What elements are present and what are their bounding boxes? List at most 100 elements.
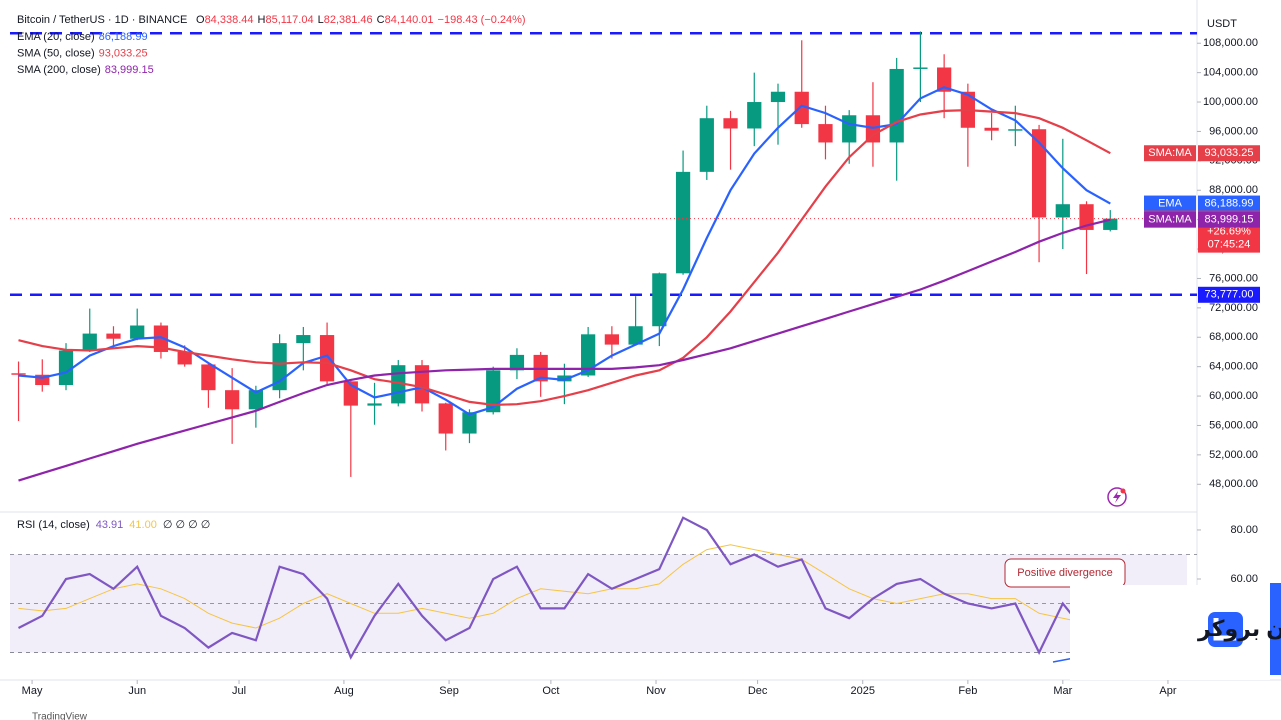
candle-body [82, 333, 97, 351]
x-tick-label: Jul [232, 685, 246, 697]
price-tag-value: 86,188.99 [1205, 197, 1254, 209]
candle-body [296, 335, 311, 344]
candle-body [628, 326, 643, 345]
candle-body [11, 373, 26, 375]
candle-body [1008, 129, 1023, 131]
price-tag-value: 83,999.15 [1205, 214, 1254, 226]
annotation: Positive divergence [1004, 558, 1126, 588]
candle-body [177, 351, 192, 365]
candle-body [130, 325, 145, 339]
ma-line [18, 218, 1111, 482]
legend-value: 83,999.15 [105, 64, 154, 76]
y-tick-label: 48,000.00 [1209, 478, 1258, 490]
legend-value: 93,033.25 [99, 47, 148, 59]
y-tick-label: 56,000.00 [1209, 419, 1258, 431]
y-tick-label: 60.00 [1230, 573, 1258, 585]
ohlc-value: 85,117.04 [265, 14, 313, 26]
price-tag-countdown: 07:45:24 [1208, 239, 1251, 251]
legend-entry: SMA (200, close) 83,999.15 [17, 64, 154, 76]
ohlc-value: 84,140.01 [385, 14, 434, 26]
candle-body [35, 374, 50, 386]
price-tag-name-box [1144, 211, 1196, 228]
watermark: لیان بروکر [1070, 583, 1281, 680]
currency[interactable]: USDT [1207, 18, 1237, 30]
pane-title-text: RSI (14, close) [17, 519, 90, 531]
footer: TradingView [32, 712, 88, 720]
symbol[interactable]: Bitcoin / TetherUS · 1D · BINANCE [17, 14, 187, 26]
watermark-text: لیان بروکر [1197, 616, 1281, 642]
level-tag [1198, 286, 1260, 303]
candle-body [557, 375, 572, 382]
legend-value: 43.91 [96, 519, 124, 531]
x-tick-label: Sep [439, 685, 459, 697]
legend-name: SMA (200, close) [17, 64, 101, 76]
x-tick-label: Apr [1159, 685, 1176, 697]
candle-body [367, 403, 382, 406]
candle-body [652, 273, 667, 327]
x-tick-label: Dec [748, 685, 768, 697]
x-tick-label: Nov [646, 685, 666, 697]
price-tag-name: EMA [1158, 197, 1183, 209]
candle-body [319, 335, 335, 382]
pane-extra: ∅ ∅ ∅ ∅ [163, 519, 211, 531]
candle-body [581, 334, 596, 376]
price-tag [1198, 211, 1260, 228]
legend-value: 86,188.99 [99, 31, 148, 43]
legend-name: SMA (50, close) [17, 47, 95, 59]
y-tick-label: 104,000.00 [1203, 67, 1258, 79]
level-label: 73,777.00 [1205, 289, 1254, 301]
legend-value: 41.00 [129, 519, 157, 531]
rsi-line [18, 544, 1111, 629]
candle-body [58, 350, 74, 386]
price-tag-name-box [1144, 145, 1196, 162]
x-tick-label: May [22, 685, 43, 697]
candle-body [486, 370, 501, 413]
x-tick-label: Feb [958, 685, 977, 697]
rsi-line [17, 516, 1111, 660]
price-tag [1198, 195, 1260, 212]
candle-body [842, 115, 857, 143]
y-tick-label: 60,000.00 [1209, 390, 1258, 402]
ma-line [18, 108, 1111, 407]
x-tick-label: 2025 [850, 685, 874, 697]
candle-body [770, 91, 786, 103]
price-tag-name: SMA:MA [1148, 214, 1192, 226]
candle-body [1055, 204, 1070, 218]
candle-body [913, 67, 928, 69]
legend-entry: EMA (20, close) 86,188.99 [17, 31, 148, 43]
candle-body [794, 91, 809, 125]
price-tag-name-box [1144, 195, 1196, 212]
x-tick-label: Mar [1053, 685, 1072, 697]
candle-body [201, 364, 216, 391]
y-tick-label: 80.00 [1230, 524, 1258, 536]
y-tick-label: 100,000.00 [1203, 96, 1258, 108]
x-tick-label: Oct [542, 685, 559, 697]
price-tag-change: +26.69% [1207, 226, 1251, 238]
candle-body [889, 68, 904, 143]
candle-body [1031, 129, 1047, 218]
y-tick-label: 108,000.00 [1203, 37, 1258, 49]
ohlc-value: 84,338.44 [205, 14, 254, 26]
ohlc-key: C [377, 14, 385, 26]
ohlc-key: H [258, 14, 266, 26]
candle-body [984, 127, 999, 131]
price-tag [1198, 145, 1260, 162]
pane-title: RSI (14, close) 43.91 41.00 ∅ ∅ ∅ ∅ [17, 519, 210, 531]
candle-body [604, 334, 619, 345]
candle-body [414, 365, 430, 404]
legend-entry: SMA (50, close) 93,033.25 [17, 47, 148, 59]
ohlc-key: L [318, 14, 324, 26]
candle-body [747, 102, 762, 129]
y-tick-label: 68,000.00 [1209, 331, 1258, 343]
ohlc-key: O [196, 14, 205, 26]
candle-body [675, 171, 691, 274]
candle-body [937, 67, 952, 92]
candle-body [462, 412, 477, 434]
x-tick-label: Jun [128, 685, 146, 697]
y-tick-label: 72,000.00 [1209, 302, 1258, 314]
ohlc-value: 82,381.46 [324, 14, 373, 26]
annotation-text: Positive divergence [1017, 567, 1112, 579]
lightning-icon[interactable] [1107, 487, 1127, 507]
